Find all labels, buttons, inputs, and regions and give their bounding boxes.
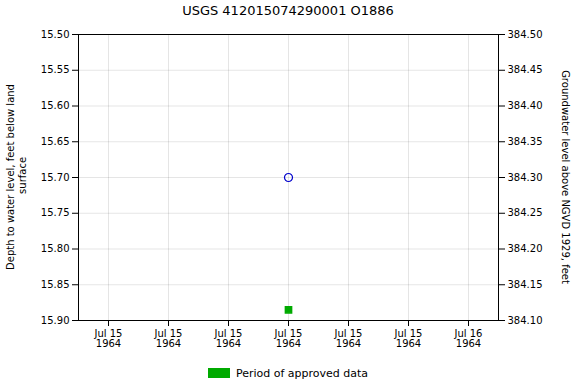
svg-text:Jul 151964: Jul 151964	[394, 328, 423, 349]
svg-text:Jul 151964: Jul 151964	[154, 328, 183, 349]
svg-text:15.70: 15.70	[41, 172, 70, 183]
svg-text:Jul 151964: Jul 151964	[274, 328, 303, 349]
svg-text:384.15: 384.15	[508, 279, 543, 290]
svg-text:Groundwater level above NGVD 1: Groundwater level above NGVD 1929, feet	[560, 70, 571, 284]
svg-text:15.85: 15.85	[41, 279, 70, 290]
svg-text:Depth to water level, feet bel: Depth to water level, feet below land su…	[5, 84, 28, 270]
svg-text:15.50: 15.50	[41, 29, 70, 40]
svg-text:15.75: 15.75	[41, 207, 70, 218]
svg-text:384.25: 384.25	[508, 207, 543, 218]
html-text:USGS 412015074290001 O1886: USGS 412015074290001 O1886	[182, 3, 394, 18]
svg-text:384.50: 384.50	[508, 29, 543, 40]
svg-text:384.30: 384.30	[508, 172, 543, 183]
svg-text:Jul 151964: Jul 151964	[214, 328, 243, 349]
svg-text:15.60: 15.60	[41, 100, 70, 111]
svg-text:15.90: 15.90	[41, 315, 70, 326]
svg-text:Jul 151964: Jul 151964	[334, 328, 363, 349]
svg-text:384.45: 384.45	[508, 64, 543, 75]
svg-text:15.65: 15.65	[41, 136, 70, 147]
svg-text:384.10: 384.10	[508, 315, 543, 326]
html-text:Period of approved data: Period of approved data	[235, 366, 369, 380]
svg-text:384.20: 384.20	[508, 243, 543, 254]
svg-text:384.40: 384.40	[508, 100, 543, 111]
svg-text:15.80: 15.80	[41, 243, 70, 254]
svg-text:15.55: 15.55	[41, 64, 70, 75]
svg-text:384.35: 384.35	[508, 136, 543, 147]
svg-text:Jul 161964: Jul 161964	[454, 328, 483, 349]
svg-text:Jul 151964: Jul 151964	[94, 328, 123, 349]
